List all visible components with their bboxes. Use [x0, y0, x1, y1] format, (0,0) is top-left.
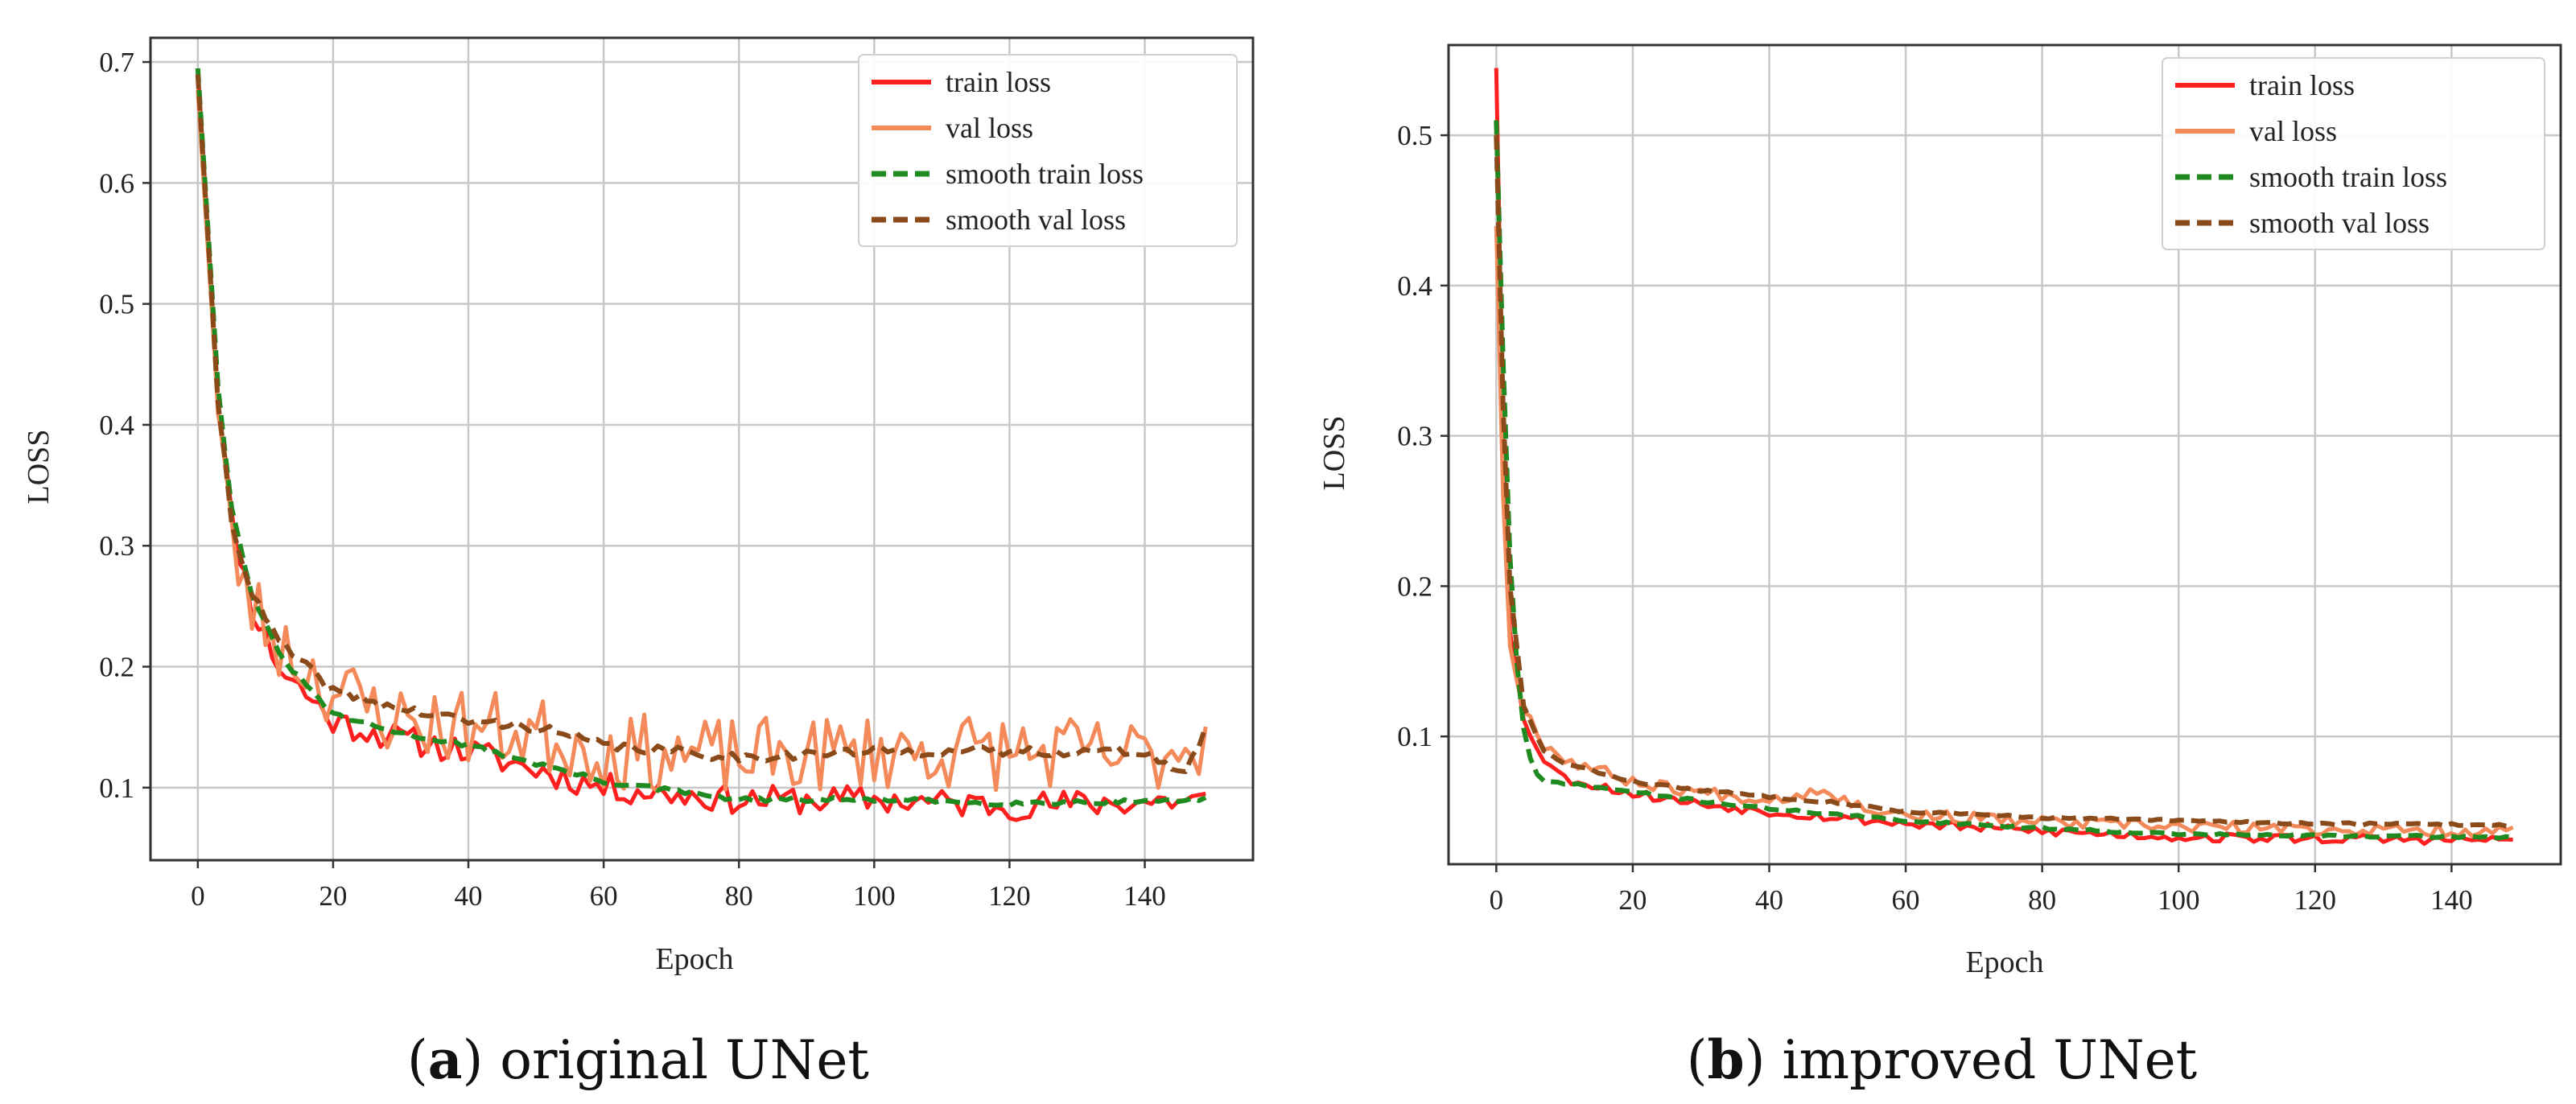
panel-b-caption: (b) improved UNet: [1687, 1028, 2197, 1091]
panel-b-legend-label: train loss: [2249, 69, 2355, 101]
panel-b-y-tick-label: 0.1: [1397, 721, 1432, 752]
panel-b-series: [1494, 68, 2514, 847]
panel-a-ticks: 0 20 40 60 80 100 120 140 0.1 0.2 0.3 0.4 0.5 0.6 0.7: [99, 47, 1166, 912]
panel-a-legend-box: [858, 54, 1238, 247]
panel-b-y-tick-label: 0.5: [1397, 120, 1432, 151]
panel-a-series: [195, 68, 1209, 822]
panel-b-y-tick-label: 0.4: [1397, 270, 1432, 302]
panel-a-caption-label: a: [428, 1028, 463, 1091]
panel-a-y-tick-label: 0.2: [99, 652, 134, 683]
panel-a-x-axis-label: Epoch: [655, 942, 733, 976]
panel-a-caption-text: original UNet: [500, 1029, 869, 1091]
panel-b-x-tick-label: 40: [1755, 884, 1783, 916]
panel-b-legend-label: val loss: [2249, 115, 2337, 147]
panel-a-x-tick-label: 0: [191, 880, 205, 912]
panel-a-plot-frame: [149, 36, 1255, 862]
panel-a-original-unet: 0 20 40 60 80 100 120 1400.10.20.30.40.50.60.7 …: [22, 36, 1255, 1091]
panel-a-x-tick-label: 120: [988, 880, 1031, 912]
panel-b-legend-label: smooth val loss: [2249, 207, 2430, 239]
panel-a-caption: (a) original UNet: [407, 1028, 869, 1091]
panel-a-legend-label: val loss: [946, 112, 1033, 144]
panel-b-plot-frame: [1447, 43, 2562, 866]
panel-a-legend-label: smooth train loss: [946, 158, 1144, 190]
panel-a-y-tick-label: 0.5: [99, 289, 134, 320]
panel-b-x-tick-label: 120: [2294, 884, 2337, 916]
panel-a-legend-label: smooth val loss: [946, 204, 1126, 236]
panel-a-y-axis-label: LOSS: [22, 430, 56, 505]
panel-a-legend: train loss val loss smooth train loss smoot…: [858, 54, 1238, 247]
panel-b-legend-box: [2162, 57, 2545, 250]
panel-a-y-tick-label: 0.3: [99, 530, 134, 562]
panel-a-y-tick-label: 0.6: [99, 167, 134, 199]
panel-a-y-tick-label: 0.1: [99, 772, 134, 804]
panel-b-series-val-loss: [1494, 225, 2514, 838]
panel-a-x-tick-label: 140: [1123, 880, 1166, 912]
panel-b-legend-label: smooth train loss: [2249, 161, 2447, 193]
panel-b-series-smooth-train-loss: [1494, 120, 2513, 841]
panel-a-y-tick-label: 0.4: [99, 410, 134, 441]
panel-b-y-axis-label: LOSS: [1317, 416, 1351, 491]
panel-a-x-tick-label: 40: [455, 880, 483, 912]
panel-b-ticks: 0 20 40 60 80 100 120 140 0.1 0.2 0.3 0.4 0.5: [1397, 120, 2472, 916]
panel-a-legend-label: train loss: [946, 66, 1051, 98]
panel-b-caption-text: improved UNet: [1782, 1029, 2197, 1091]
panel-a-y-tick-label: 0.7: [99, 47, 134, 78]
panel-b-y-tick-label: 0.2: [1397, 571, 1432, 602]
panel-b-caption-label: b: [1708, 1028, 1745, 1091]
panel-b-x-tick-label: 60: [1892, 884, 1920, 916]
panel-b-x-tick-label: 140: [2430, 884, 2473, 916]
panel-b-x-tick-label: 0: [1490, 884, 1504, 916]
panel-a-x-tick-label: 80: [725, 880, 753, 912]
panel-b-x-tick-label: 20: [1618, 884, 1647, 916]
panel-b-x-tick-label: 100: [2158, 884, 2200, 916]
panel-b-x-axis-label: Epoch: [1965, 945, 2043, 979]
panel-a-x-tick-label: 20: [319, 880, 347, 912]
panel-b-series-smooth-val-loss: [1494, 135, 2514, 829]
panel-a-series-smooth-val-loss: [195, 74, 1209, 774]
panel-a-x-tick-label: 100: [853, 880, 896, 912]
panel-b-y-tick-label: 0.3: [1397, 421, 1432, 452]
panel-b-x-tick-label: 80: [2028, 884, 2056, 916]
panel-a-x-tick-label: 60: [590, 880, 618, 912]
panel-a-series-smooth-train-loss: [195, 68, 1207, 809]
panel-b-legend: train loss val loss smooth train loss smoot…: [2162, 57, 2545, 250]
